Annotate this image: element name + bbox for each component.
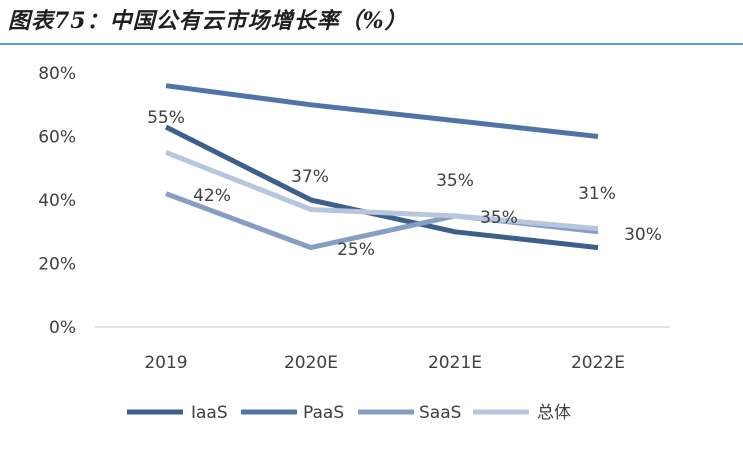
x-tick-label: 2022E xyxy=(571,353,625,373)
y-tick-label: 0% xyxy=(49,318,76,338)
x-tick-label: 2021E xyxy=(428,353,482,373)
axis-layer: 0% 20% 40% 60% 80% 2019 2020E 2021E 2022E xyxy=(38,64,670,373)
legend-item-total: 总体 xyxy=(473,403,571,423)
data-label: 25% xyxy=(337,240,375,260)
data-label: 35% xyxy=(480,208,518,228)
chart-title: 图表75：中国公有云市场增长率（%） xyxy=(8,8,408,34)
data-label: 42% xyxy=(193,186,231,206)
data-label: 35% xyxy=(436,171,474,191)
legend-label: IaaS xyxy=(191,403,228,423)
x-tick-label: 2019 xyxy=(144,353,187,373)
data-label: 55% xyxy=(147,108,185,128)
data-label-layer: 55% 37% 35% 31% 42% 25% 35% 30% xyxy=(147,108,662,260)
data-label: 37% xyxy=(291,167,329,187)
series-line-iaas xyxy=(164,124,599,251)
legend: IaaS PaaS SaaS 总体 xyxy=(127,403,571,423)
legend-item-saas: SaaS xyxy=(358,403,461,423)
series-line-paas xyxy=(165,83,599,139)
legend-item-paas: PaaS xyxy=(241,403,344,423)
x-tick-label: 2020E xyxy=(284,353,338,373)
series-layer xyxy=(164,83,599,251)
y-tick-label: 60% xyxy=(38,128,76,148)
data-label: 30% xyxy=(624,225,662,245)
y-tick-label: 40% xyxy=(38,191,76,211)
legend-label: SaaS xyxy=(419,403,461,423)
data-label: 31% xyxy=(578,184,616,204)
series-line-total xyxy=(165,150,599,232)
legend-item-iaas: IaaS xyxy=(127,403,228,423)
y-tick-label: 20% xyxy=(38,255,76,275)
y-tick-label: 80% xyxy=(38,64,76,84)
legend-label: PaaS xyxy=(303,403,344,423)
title-underline xyxy=(0,43,743,45)
legend-label: 总体 xyxy=(537,403,571,423)
